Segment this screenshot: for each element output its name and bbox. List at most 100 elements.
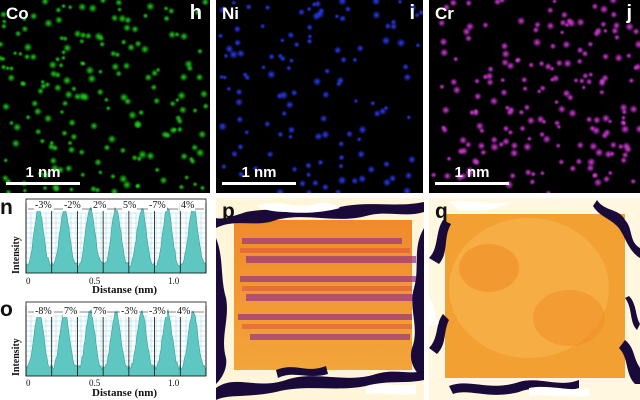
- profile-n-panel: n Intensity -3% -2% 2% 5% -7% 4% 0 0.5 1…: [0, 196, 212, 296]
- cr-atom-dot: [575, 157, 583, 166]
- panel-letter-n: n: [0, 196, 13, 219]
- ni-atom-dot: [304, 161, 313, 170]
- ni-atom-dot: [356, 136, 362, 143]
- cr-atom-dot: [514, 57, 521, 64]
- profile-intensity-curve: [25, 308, 207, 377]
- co-atom-dot: [77, 91, 88, 102]
- co-atom-dot: [96, 88, 104, 96]
- strain-map-p: [216, 198, 424, 400]
- ni-atom-dot: [404, 171, 413, 180]
- cr-atom-dot: [446, 155, 452, 162]
- profile-o-tick-10: 1.0: [168, 378, 180, 388]
- co-dot-map: [0, 0, 210, 193]
- ni-atom-dot: [338, 154, 345, 162]
- cr-atom-dot: [533, 21, 542, 29]
- cr-atom-dot: [562, 40, 571, 49]
- ni-atom-dot: [311, 179, 320, 187]
- ni-atom-dot: [312, 77, 322, 87]
- co-atom-dot: [169, 126, 178, 135]
- co-atom-dot: [89, 185, 98, 193]
- co-atom-dot: [14, 30, 22, 38]
- co-atom-dot: [68, 118, 77, 127]
- cr-scale-label: 1 nm: [454, 164, 490, 181]
- co-element-label: Co: [6, 4, 29, 23]
- cr-atom-dot: [620, 124, 630, 134]
- co-atom-dot: [110, 187, 119, 193]
- cr-atom-dot: [591, 126, 601, 136]
- cr-atom-dot: [559, 29, 565, 35]
- co-atom-dot: [136, 155, 143, 162]
- ni-atom-dot: [415, 42, 421, 49]
- cr-atom-dot: [625, 52, 632, 59]
- cr-atom-dot: [509, 148, 519, 158]
- co-atom-dot: [1, 18, 7, 25]
- co-atom-dot: [12, 122, 22, 132]
- cr-atom-dot: [614, 53, 624, 63]
- co-atom-dot: [34, 128, 42, 136]
- ni-atom-dot: [288, 57, 295, 64]
- cr-atom-dot: [563, 58, 573, 68]
- cr-atom-dot: [594, 147, 604, 158]
- co-atom-dot: [78, 148, 86, 156]
- profile-o-strain-1: -8%: [34, 306, 53, 317]
- ni-atom-dot: [369, 100, 376, 107]
- cr-atom-dot: [516, 16, 526, 26]
- ni-atom-dot: [320, 130, 330, 140]
- profile-n-tick-0: 0: [26, 276, 31, 286]
- cr-atom-dot: [493, 0, 502, 6]
- cr-atom-dot: [465, 169, 474, 179]
- co-atom-dot: [85, 65, 95, 76]
- ni-atom-dot: [381, 36, 391, 46]
- profile-n-plot: [25, 198, 207, 274]
- cr-atom-dot: [468, 109, 476, 116]
- cr-atom-dot: [567, 108, 578, 118]
- cr-atom-dot: [632, 64, 639, 71]
- ni-atom-dot: [223, 53, 229, 59]
- co-atom-dot: [60, 3, 67, 9]
- ni-atom-dot: [356, 44, 365, 53]
- co-atom-dot: [176, 126, 184, 133]
- cr-atom-dot: [522, 142, 533, 152]
- co-map-panel: Co h 1 nm: [0, 0, 210, 193]
- cr-atom-dot: [593, 178, 603, 187]
- profile-o-tick-0: 0: [26, 378, 31, 388]
- ni-atom-dot: [403, 73, 412, 82]
- co-atom-dot: [169, 100, 177, 108]
- co-atom-dot: [0, 23, 8, 30]
- cr-atom-dot: [518, 109, 525, 116]
- cr-atom-dot: [558, 158, 565, 166]
- co-atom-dot: [174, 31, 181, 38]
- co-atom-dot: [199, 184, 206, 191]
- ni-atom-dot: [408, 3, 417, 12]
- co-atom-dot: [117, 14, 127, 24]
- ni-atom-dot: [358, 125, 367, 135]
- ni-atom-dot: [260, 64, 267, 71]
- ni-atom-dot: [236, 115, 244, 124]
- profile-n-xlabel: Distanse (nm): [92, 284, 158, 296]
- co-atom-dot: [176, 90, 187, 101]
- profile-frame: [25, 198, 207, 274]
- co-atom-dot: [188, 156, 195, 163]
- co-atom-dot: [133, 119, 143, 129]
- ni-scale-label: 1 nm: [241, 164, 277, 181]
- cr-atom-dot: [442, 3, 451, 12]
- cr-atom-dot: [459, 146, 469, 156]
- cr-atom-dot: [591, 172, 598, 179]
- co-atom-dot: [105, 105, 112, 112]
- ni-atom-dot: [338, 14, 347, 23]
- co-atom-dot: [33, 107, 43, 116]
- cr-atom-dot: [538, 60, 545, 67]
- cr-atom-dot: [599, 4, 609, 14]
- ni-atom-dot: [290, 89, 298, 97]
- cr-atom-dot: [598, 89, 605, 96]
- co-atom-dot: [43, 18, 54, 28]
- cr-atom-dot: [621, 151, 629, 159]
- cr-atom-dot: [601, 52, 610, 61]
- cr-atom-dot: [581, 72, 589, 80]
- cr-atom-dot: [465, 0, 473, 7]
- co-atom-dot: [180, 152, 189, 161]
- ni-atom-dot: [353, 98, 359, 104]
- co-atom-dot: [88, 3, 98, 13]
- cr-atom-dot: [439, 37, 448, 47]
- ni-atom-dot: [337, 175, 347, 186]
